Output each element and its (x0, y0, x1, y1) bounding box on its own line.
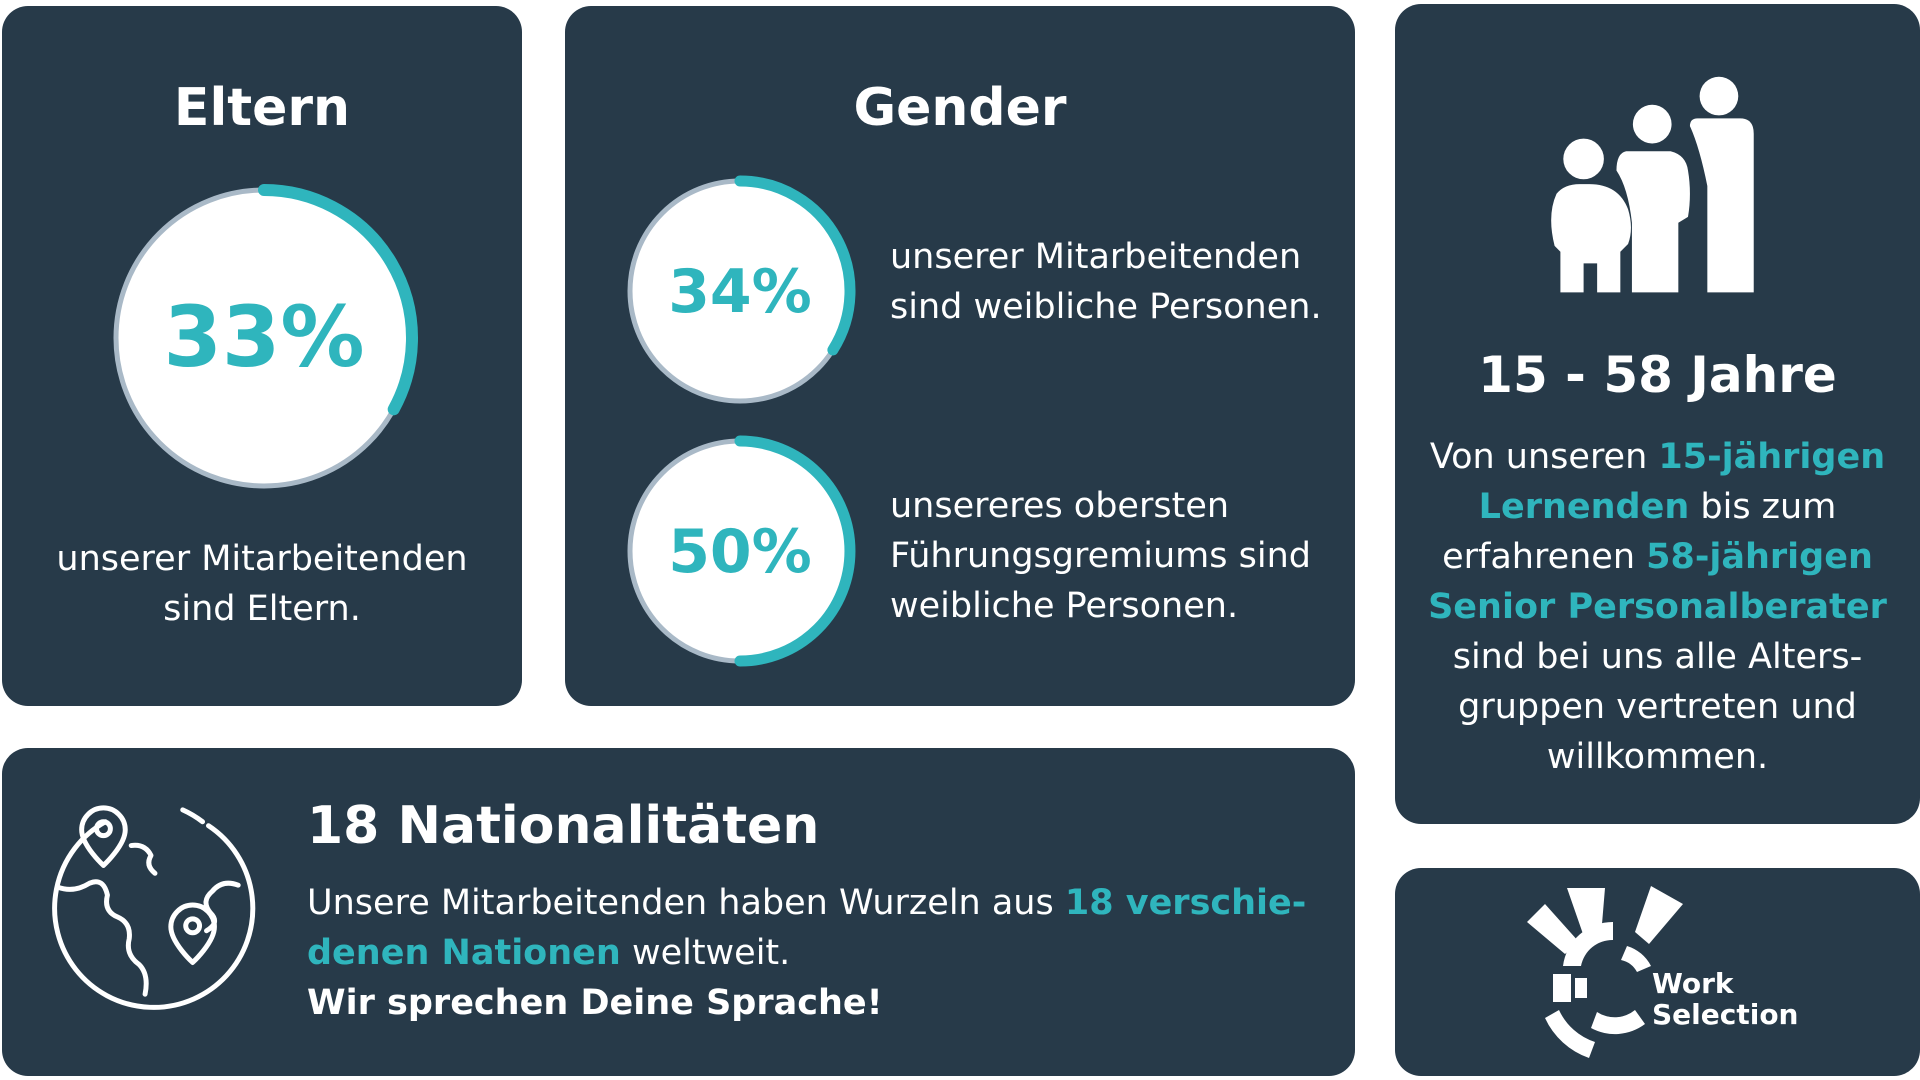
eltern-percent: 33% (163, 288, 364, 386)
gender-percent-2: 50% (668, 517, 812, 587)
ages-line4: Senior Personalberater (1395, 582, 1920, 632)
logo-line2: Selection (1652, 998, 1799, 1031)
ages-line3: erfahrenen 58-jährigen (1395, 532, 1920, 582)
eltern-desc-line1: unserer Mitarbeitenden (56, 539, 468, 579)
gender-stat1-line1: unserer Mitarbeitenden (890, 237, 1302, 277)
logo-card: Work Selection (1395, 868, 1920, 1076)
nations-card: 18 Nationalitäten Unsere Mitarbeitenden … (2, 748, 1355, 1076)
ages-line5: sind bei uns alle Alters- (1452, 637, 1863, 677)
ages-line6: gruppen vertreten und (1458, 687, 1857, 727)
ages-text-1: Von unseren (1429, 437, 1659, 477)
eltern-progress-arc (258, 184, 418, 416)
eltern-card: Eltern 33% unserer Mitarbeitenden sind E… (2, 6, 522, 706)
ages-line7: willkommen. (1546, 737, 1769, 777)
ages-highlight-4: Senior Personalberater (1428, 587, 1887, 627)
gender-card: Gender 34% unserer Mitarbeitenden sind w… (565, 6, 1355, 706)
eltern-ring: 33% (113, 184, 418, 489)
ages-line2: Lernenden bis zum (1395, 482, 1920, 532)
nations-highlight-2: denen Nationen (307, 933, 621, 973)
nations-description: Unsere Mitarbeitenden haben Wurzeln aus … (307, 878, 1347, 1028)
nations-text-1: Unsere Mitarbeitenden haben Wurzeln aus (307, 883, 1065, 923)
ages-highlight-2: Lernenden (1478, 487, 1690, 527)
ages-line1: Von unseren 15-jährigen (1395, 432, 1920, 482)
eltern-description: unserer Mitarbeitenden sind Eltern. (2, 534, 522, 634)
gender-stat1-text: unserer Mitarbeitenden sind weibliche Pe… (890, 232, 1340, 332)
gender-stat2-text: unsereres obersten Führungsgremiums sind… (890, 481, 1340, 631)
ages-highlight-1: 15-jährigen (1658, 437, 1886, 477)
eltern-desc-line2: sind Eltern. (163, 589, 361, 629)
gender-progress-arc-2 (734, 435, 856, 667)
ages-highlight-3: 58-jährigen (1646, 537, 1873, 577)
nations-line2: denen Nationen weltweit. (307, 928, 1347, 978)
nations-bold-line: Wir sprechen Deine Sprache! (307, 983, 883, 1023)
ages-description: Von unseren 15-jährigen Lernenden bis zu… (1395, 432, 1920, 782)
gender-stat2-line1: unsereres obersten (890, 486, 1230, 526)
gender-percent-1: 34% (668, 257, 812, 327)
globe-pins-icon (52, 805, 256, 1010)
gender-stat2-line3: weibliche Personen. (890, 586, 1239, 626)
ages-text-2: bis zum (1689, 487, 1837, 527)
nations-text-2: weltweit. (620, 933, 791, 973)
work-selection-logo-icon (1527, 886, 1683, 1058)
nations-highlight-1: 18 verschie- (1064, 883, 1307, 923)
family-icon (1551, 76, 1754, 293)
logo-line1: Work (1652, 967, 1734, 1000)
nations-line1: Unsere Mitarbeitenden haben Wurzeln aus … (307, 878, 1347, 928)
nations-title: 18 Nationalitäten (307, 796, 820, 856)
gender-ring-1: 34% (627, 175, 856, 404)
gender-ring-2: 50% (627, 435, 856, 667)
logo-text: Work Selection (1652, 968, 1799, 1030)
ages-title: 15 - 58 Jahre (1478, 346, 1837, 404)
gender-title: Gender (853, 78, 1067, 138)
ages-card: 15 - 58 Jahre Von unseren 15-jährigen Le… (1395, 4, 1920, 824)
eltern-title: Eltern (173, 78, 351, 138)
gender-progress-arc-1 (734, 175, 856, 356)
gender-stat1-line2: sind weibliche Personen. (890, 287, 1322, 327)
ages-text-3: erfahrenen (1442, 537, 1647, 577)
gender-stat2-line2: Führungsgremiums sind (890, 536, 1311, 576)
